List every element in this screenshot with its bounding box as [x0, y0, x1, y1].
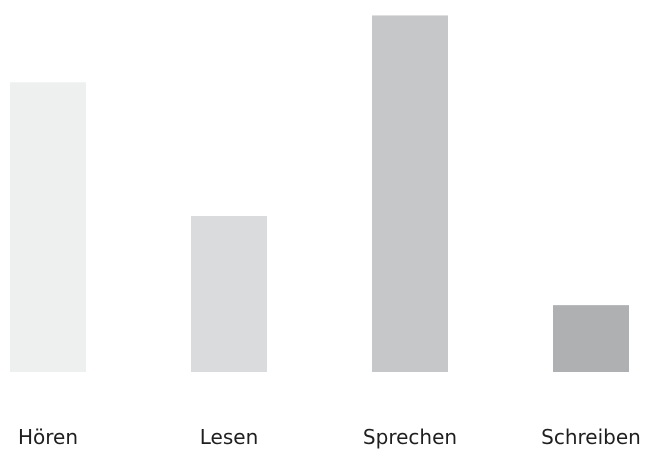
x-tick-label: Hören — [18, 425, 78, 449]
bar-hören — [10, 82, 86, 373]
bar-sprechen — [372, 15, 448, 373]
bar-lesen — [191, 216, 267, 372]
x-tick-label: Lesen — [200, 425, 259, 449]
x-tick-label: Sprechen — [363, 425, 457, 449]
bar-schreiben — [553, 305, 629, 372]
x-tick-label: Schreiben — [541, 425, 641, 449]
